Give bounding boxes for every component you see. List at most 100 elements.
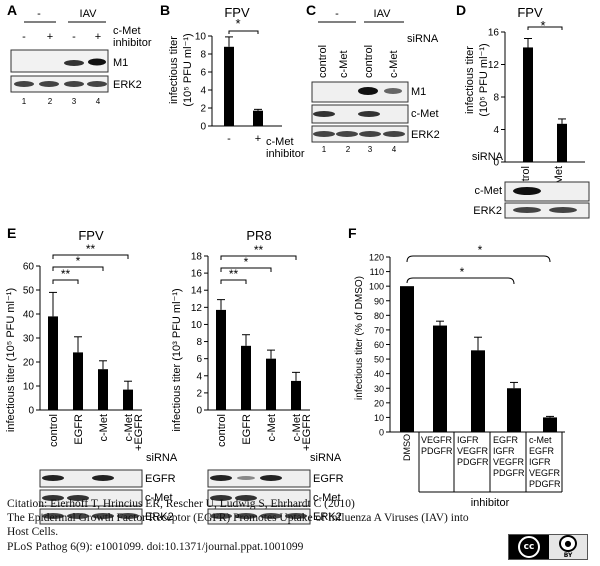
x-tick-label: c-Met (98, 414, 110, 442)
panel-d-band (549, 207, 577, 213)
y-tick-label: 8 (493, 93, 499, 104)
bar (471, 350, 485, 432)
panel-e-band (117, 513, 139, 519)
panel-f-ylabel: infectious titer (% of DMSO) (354, 276, 365, 400)
y-tick-label: 40 (374, 369, 384, 379)
panel-a-blot-erk2 (10, 75, 109, 93)
panel-e-fpv-egfr-label: EGFR (145, 473, 176, 485)
panel-c-cmet-label: c-Met (411, 108, 439, 120)
panel-a-treat-2: + (47, 31, 53, 43)
panel-d-title: FPV (517, 5, 543, 20)
x-tick-label: c-Met (266, 414, 278, 442)
x-tick-label: EGFR (73, 414, 85, 445)
panel-e-pr8-sig-3 (220, 255, 297, 260)
panel-f-cat-4-line3: VEGFR (493, 457, 525, 467)
panel-a-lane-2: 2 (48, 97, 53, 106)
panel-c-lane-1: 1 (322, 145, 327, 154)
panel-a-band (87, 81, 107, 87)
panel-a-m1-label: M1 (113, 57, 128, 69)
y-tick-label: 6 (200, 68, 206, 79)
panel-f-chart: 0 10 20 30 40 50 60 70 80 90 100 110 120 * * (369, 243, 565, 438)
panel-c-band (313, 131, 335, 137)
panel-e-band (67, 495, 89, 501)
bar (291, 380, 301, 410)
x-tick-label-group: +EGFR (133, 414, 145, 451)
panel-a-lane-4: 4 (96, 97, 101, 106)
y-tick-label: 20 (23, 358, 35, 369)
panel-f-cat-4-line4: PDGFR (493, 468, 525, 478)
bar (253, 110, 263, 126)
panel-c-band (384, 88, 402, 94)
panel-f-cat-2-line1: VEGFR (421, 435, 453, 445)
attribution-person-icon: ● (559, 535, 577, 552)
bar (216, 309, 226, 410)
panel-e-band (42, 475, 64, 481)
panel-c-band (358, 87, 378, 95)
bar (557, 123, 567, 162)
panel-c-lane-3: 3 (368, 145, 373, 154)
panel-a-lane-3: 3 (72, 97, 77, 106)
panel-e-band (42, 495, 64, 501)
panel-f-cat-5-line2: EGFR (529, 446, 555, 456)
panel-e-fpv-sig-1-label: ** (61, 267, 71, 281)
citation-line-4: PLoS Pathog 6(9): e1001099. doi:10.1371/… (7, 541, 304, 553)
bar (241, 345, 251, 410)
panel-a-cmet-label: c-Met (113, 25, 141, 37)
y-tick-label: 6 (196, 354, 202, 365)
panel-e-fpv-blot-erk2 (39, 508, 143, 525)
panel-b-title: FPV (224, 5, 250, 20)
panel-d-blot-erk2 (504, 202, 590, 219)
panel-f-cat-3-line3: PDGFR (457, 457, 489, 467)
panel-b-sig: * (235, 16, 240, 31)
panel-e-fpv-blot-cmet (39, 489, 143, 507)
x-tick-label: control (48, 414, 60, 447)
panel-e-pr8-sig-2 (220, 267, 272, 272)
bar (224, 46, 234, 126)
panel-e-band (237, 476, 255, 480)
y-tick-label: 0 (196, 406, 202, 417)
bar (433, 325, 447, 432)
panel-c-minus: - (335, 8, 339, 20)
y-tick-label: 110 (370, 267, 384, 277)
panel-e-band (235, 513, 257, 519)
y-tick-label: 12 (191, 303, 203, 314)
panel-d-band (513, 207, 541, 213)
x-tick-label-group: EGFR (73, 414, 85, 445)
panel-d-ylabel: infectious titer (464, 46, 476, 114)
cc-by-license-badge[interactable]: cc ● BY (508, 534, 588, 560)
panel-a-treat-1: - (22, 31, 26, 43)
panel-e-band (210, 475, 232, 481)
panel-d-blot-cmet (504, 181, 590, 202)
panel-e-band (210, 513, 232, 519)
y-tick-label: 0 (493, 158, 499, 169)
panel-a-treat-4: + (95, 31, 101, 43)
panel-e-pr8-sig-3-label: ** (254, 243, 264, 257)
panel-f-cat-5-line1: c-Met (529, 435, 552, 445)
y-tick-label: 60 (374, 340, 384, 350)
panel-c-band (336, 131, 358, 137)
y-tick-label: 8 (196, 337, 202, 348)
panel-e-fpv-title: FPV (78, 228, 104, 243)
bar (400, 286, 414, 432)
panel-e-band (285, 513, 307, 519)
x-tick-label: c-Met (123, 414, 135, 442)
panel-e-pr8-title: PR8 (246, 228, 271, 243)
panel-e-fpv-sig-2 (52, 266, 104, 271)
panel-e-fpv-sig-3-label: ** (86, 242, 96, 256)
panel-a-band (64, 60, 84, 66)
panel-f-cat-2-line2: PDGFR (421, 446, 453, 456)
x-tick-label-group: c-Met (98, 414, 110, 442)
panel-e-pr8-egfr-label: EGFR (313, 473, 344, 485)
panel-f-sig-1-label: * (478, 243, 483, 257)
panel-e-fpv-blot-egfr (39, 469, 143, 488)
panel-f-inhibitor-label: inhibitor (471, 497, 510, 509)
x-tick-label: - (227, 133, 231, 145)
panel-a-iav: IAV (80, 8, 98, 20)
x-tick-label: control (216, 414, 228, 447)
panel-c-band (313, 111, 335, 117)
panel-c-lane-2: 2 (346, 145, 351, 154)
y-tick-label: 0 (28, 406, 34, 417)
panel-b-ylabel: infectious titer (168, 36, 180, 104)
panel-d-band (513, 187, 541, 195)
panel-d-erk2-label: ERK2 (473, 205, 502, 217)
